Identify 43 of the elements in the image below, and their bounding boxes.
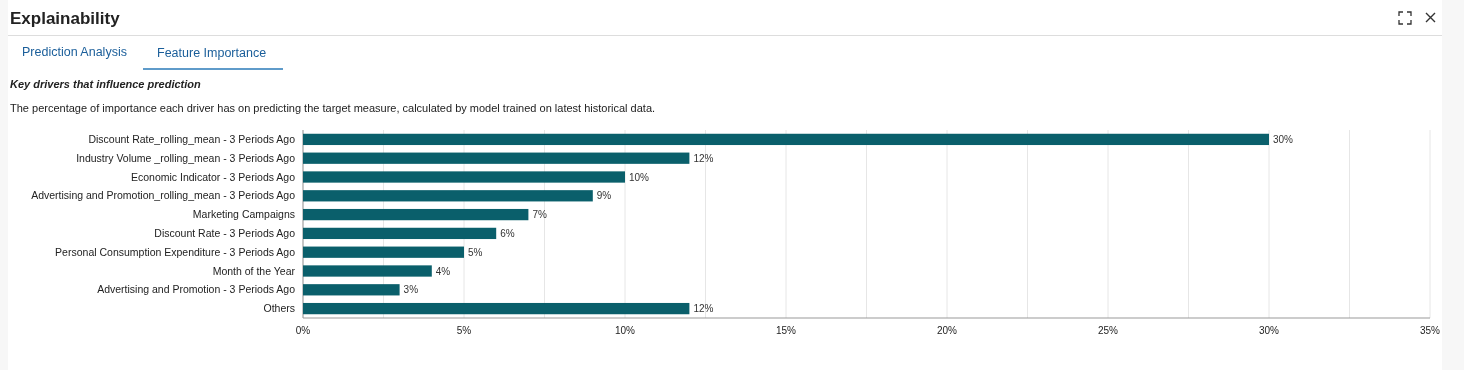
y-tick-label: Others	[263, 302, 295, 315]
x-tick-label: 10%	[614, 325, 636, 336]
data-label: 4%	[435, 265, 451, 277]
y-tick-label: Marketing Campaigns	[192, 208, 295, 221]
data-label: 12%	[693, 152, 714, 164]
y-tick-label: Economic Indicator - 3 Periods Ago	[130, 170, 296, 183]
data-label: 30%	[1273, 133, 1294, 145]
data-label: 9%	[596, 190, 612, 202]
text: Prediction Analysis	[22, 45, 127, 59]
data-label: 3%	[403, 284, 419, 296]
data-label: 6%	[500, 227, 515, 239]
y-tick-label: Industry Volume _rolling_mean - 3 Periods Ago	[76, 151, 296, 164]
data-label: 7%	[532, 209, 547, 221]
bar	[303, 190, 593, 202]
x-tick-label: 35%	[1419, 325, 1441, 336]
x-tick-label: 5%	[456, 325, 472, 336]
bar	[303, 152, 690, 164]
x-tick-label: 30%	[1258, 325, 1280, 336]
data-label: 5%	[468, 246, 483, 258]
x-tick-label: 25%	[1097, 325, 1119, 336]
bar	[303, 133, 1269, 146]
text: Explainability	[10, 9, 121, 28]
y-tick-label: Advertising and Promotion - 3 Periods Ago	[97, 283, 296, 296]
bar	[303, 284, 400, 296]
x-tick-label: 20%	[936, 325, 958, 336]
bar	[303, 171, 625, 183]
y-tick-label: Month of the Year	[212, 264, 296, 277]
x-tick-label: 0%	[295, 325, 311, 336]
text: Key drivers that influence prediction	[10, 78, 201, 90]
bar	[303, 227, 497, 240]
chart-subtitle: The percentage of importance each driver has on predicting the target measure, calculated by model trained on latest historical data.	[10, 102, 656, 114]
y-tick-label: Personal Consumption Expenditure - 3 Periods Ago	[55, 245, 296, 258]
x-tick-label: 15%	[775, 325, 797, 336]
text: Feature Importance	[157, 46, 267, 60]
bar	[303, 246, 464, 258]
bar	[303, 265, 432, 277]
bar	[303, 208, 529, 221]
y-tick-label: Discount Rate_rolling_mean - 3 Periods Ago	[88, 133, 296, 146]
data-label: 12%	[693, 303, 714, 315]
data-label: 10%	[629, 171, 650, 183]
y-tick-label: Advertising and Promotion_rolling_mean - 3 Periods Ago	[31, 189, 296, 202]
bar	[303, 302, 690, 315]
y-tick-label: Discount Rate - 3 Periods Ago	[154, 227, 296, 240]
